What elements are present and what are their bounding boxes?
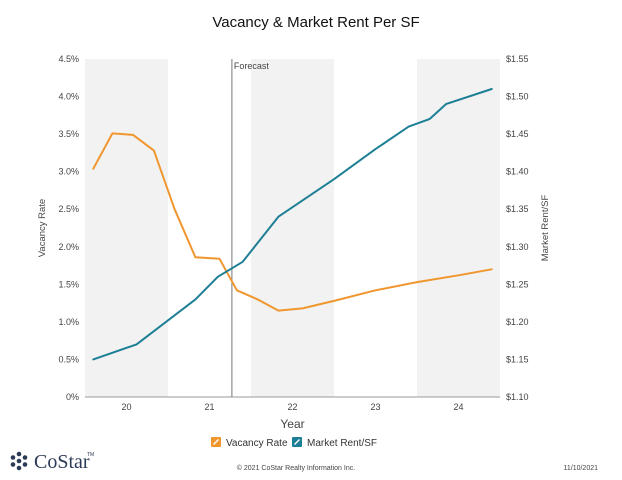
y-left-tick-label: 2.0%	[58, 242, 79, 252]
legend: Vacancy Rate Market Rent/SF	[211, 437, 377, 449]
logo-dot	[16, 465, 22, 471]
y-right-tick-label: $1.15	[506, 354, 529, 364]
y-left-tick-label: 4.5%	[58, 54, 79, 64]
y-right-tick-label: $1.25	[506, 279, 529, 289]
y-left-tick-label: 1.5%	[58, 279, 79, 289]
series-line	[92, 132, 493, 312]
y-right-tick-label: $1.30	[506, 242, 529, 252]
logo-dot	[10, 455, 16, 460]
legend-swatch-mark	[294, 439, 300, 445]
logo-wordmark: CoStar	[34, 451, 90, 473]
y-right-axis-title: Market Rent/SF	[540, 195, 551, 262]
logo-dot	[16, 451, 22, 457]
y-right-tick-label: $1.50	[506, 92, 529, 102]
x-tick-label: 21	[204, 402, 214, 412]
forecast-marker: Forecast	[231, 59, 270, 397]
y-left-tick-label: 1.0%	[58, 317, 79, 327]
x-tick-label: 22	[287, 402, 297, 412]
y-right-tick-label: $1.40	[506, 167, 529, 177]
logo-dot	[22, 455, 28, 460]
legend-item-market-rent: Market Rent/SF	[292, 437, 377, 449]
logo-dot	[16, 458, 22, 464]
logo-dot	[22, 462, 28, 467]
y-right-tick-label: $1.55	[506, 54, 529, 64]
series-vacancy-rate	[92, 132, 493, 312]
y-right-tick-label: $1.20	[506, 317, 529, 327]
logo-dot	[10, 462, 16, 467]
axes: 0% 0.5% 1.0% 1.5% 2.0% 2.5% 3.0% 3.5% 4.0% 4.5% $1…	[37, 54, 551, 431]
report-date: 11/10/2021	[563, 465, 598, 472]
series-market-rent	[92, 88, 493, 361]
y-left-tick-label: 0.5%	[58, 354, 79, 364]
shaded-band-2022	[251, 59, 334, 397]
legend-swatch-mark	[213, 439, 219, 445]
series-lines	[92, 88, 493, 361]
shaded-band-2024	[417, 59, 500, 397]
y-right-tick-label: $1.10	[506, 392, 529, 402]
y-left-tick-label: 0%	[66, 392, 79, 402]
x-tick-label: 23	[370, 402, 380, 412]
forecast-label: Forecast	[234, 61, 270, 71]
logo-trademark: TM	[87, 452, 94, 458]
chart-title: Vacancy & Market Rent Per SF	[212, 14, 419, 31]
y-left-tick-label: 3.5%	[58, 129, 79, 139]
shaded-bands	[85, 59, 500, 397]
y-left-tick-label: 4.0%	[58, 92, 79, 102]
y-left-axis-title: Vacancy Rate	[37, 199, 48, 257]
copyright-text: © 2021 CoStar Realty Information Inc.	[237, 464, 355, 472]
series-line	[92, 88, 493, 361]
x-tick-label: 24	[453, 402, 463, 412]
x-tick-label: 20	[121, 402, 131, 412]
y-left-tick-label: 3.0%	[58, 167, 79, 177]
legend-label: Market Rent/SF	[307, 438, 377, 449]
y-right-tick-label: $1.45	[506, 129, 529, 139]
y-right-tick-label: $1.35	[506, 204, 529, 214]
legend-item-vacancy-rate: Vacancy Rate	[211, 437, 288, 449]
shaded-band-2020	[85, 59, 168, 397]
x-axis-title: Year	[280, 417, 304, 431]
legend-label: Vacancy Rate	[226, 438, 288, 449]
y-left-tick-label: 2.5%	[58, 204, 79, 214]
